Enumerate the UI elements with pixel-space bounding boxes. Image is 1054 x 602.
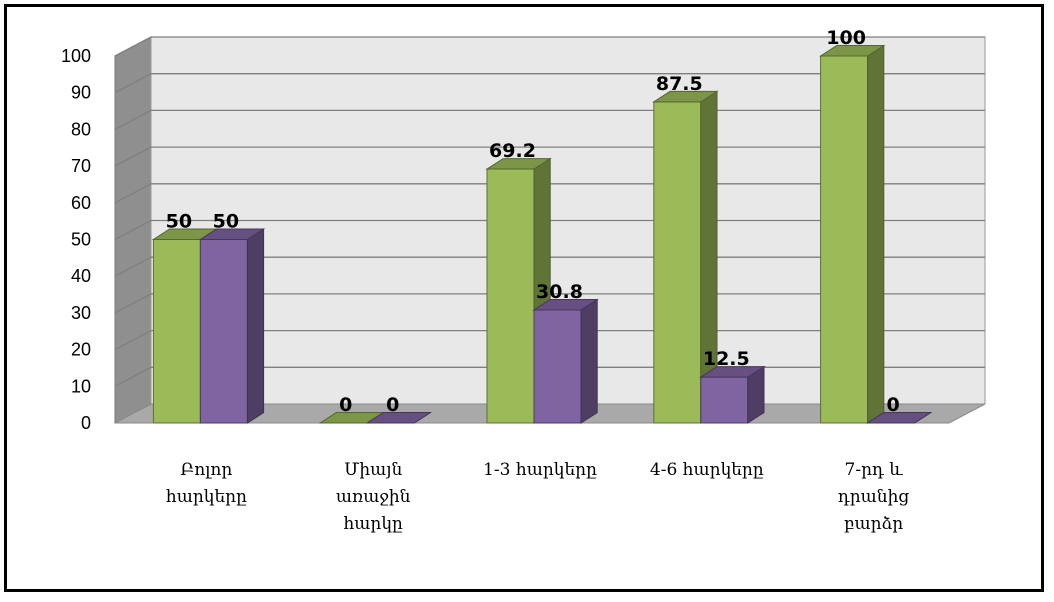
bar-chart: 0 10 20 30 40 50 60 70 80 90 100 50 50 0 0 69.2 30.8 87.…	[61, 27, 986, 534]
bar	[365, 412, 433, 424]
bar	[699, 365, 766, 424]
y-tick-label: 30	[71, 303, 91, 323]
y-tick-label: 70	[71, 156, 91, 176]
y-tick-label: 10	[71, 376, 91, 396]
bar-front	[533, 309, 582, 424]
bar	[865, 412, 933, 424]
bar-top	[818, 45, 886, 57]
data-label: 12.5	[703, 348, 750, 370]
data-label: 50	[166, 211, 192, 233]
y-tick-label: 40	[71, 266, 91, 286]
bar	[818, 44, 886, 424]
category-label: 7-րդ և դրանից բարձր	[838, 460, 909, 534]
data-label: 0	[386, 394, 399, 416]
bar-side	[580, 298, 598, 424]
y-tick-label: 0	[81, 413, 91, 433]
bar-front	[653, 101, 702, 424]
y-tick-label: 50	[71, 230, 91, 250]
bar-top	[865, 412, 933, 424]
bar-top	[652, 90, 719, 103]
category-label: Բոլոր հարկերը	[166, 460, 247, 507]
category-label: 4-6 հարկերը	[650, 460, 764, 480]
bar-top	[365, 412, 433, 424]
bar-top	[699, 366, 766, 378]
data-label: 50	[213, 211, 239, 233]
bar-top	[485, 158, 552, 170]
bar-top	[532, 299, 599, 311]
category-labels: Բոլոր հարկերը Միայն առաջին հարկը 1-3 հարկերը 4…	[166, 460, 909, 534]
bar-front	[486, 168, 535, 424]
bar	[532, 298, 599, 424]
gridline	[114, 36, 985, 57]
y-axis-ticks: 0 10 20 30 40 50 60 70 80 90 100	[61, 46, 91, 433]
bar	[652, 90, 719, 424]
data-label: 87.5	[656, 73, 703, 95]
y-tick-label: 90	[71, 83, 91, 103]
y-tick-label: 20	[71, 340, 91, 360]
data-label: 30.8	[536, 281, 583, 303]
bar-front	[700, 376, 749, 424]
bar-front	[199, 239, 248, 424]
bar-front	[820, 55, 869, 424]
bar-side	[246, 228, 265, 424]
data-label: 69.2	[489, 140, 536, 162]
bar-front	[152, 239, 201, 424]
bar-side	[867, 44, 885, 424]
bar	[198, 228, 266, 424]
data-label: 100	[826, 27, 866, 49]
bars	[151, 44, 933, 424]
y-tick-label: 80	[71, 119, 91, 139]
gridline	[114, 73, 985, 94]
data-label: 0	[339, 394, 352, 416]
bar-top	[198, 228, 266, 240]
category-label: 1-3 հարկերը	[483, 460, 597, 480]
data-labels: 50 50 0 0 69.2 30.8 87.5 12.5 100 0	[166, 27, 900, 416]
chart-frame: 0 10 20 30 40 50 60 70 80 90 100 50 50 0 0 69.2 30.8 87.…	[4, 4, 1044, 592]
data-label: 0	[886, 394, 899, 416]
y-tick-label: 60	[71, 193, 91, 213]
y-tick-label: 100	[61, 46, 91, 66]
category-label: Միայն առաջին հարկը	[336, 460, 411, 534]
